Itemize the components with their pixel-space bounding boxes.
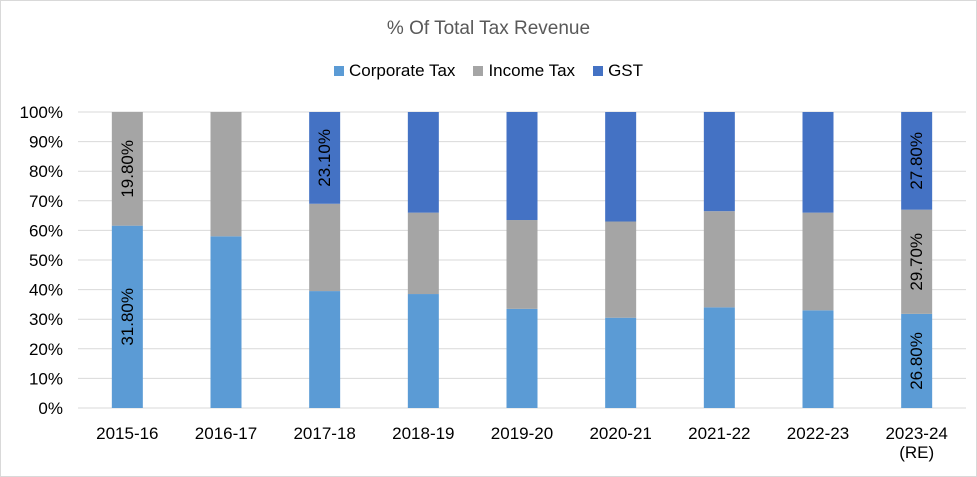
bar-segment-income-tax <box>901 209 933 314</box>
bar-segment-corporate-tax <box>210 236 242 408</box>
bar-segment-gst <box>703 112 735 212</box>
x-tick-label: 2018-19 <box>392 424 454 443</box>
bar-segment-corporate-tax <box>111 225 143 408</box>
y-tick-label: 50% <box>29 251 63 270</box>
data-label: 29.70% <box>907 233 926 291</box>
bar-segment-corporate-tax <box>605 317 637 408</box>
legend-label: Corporate Tax <box>348 61 456 80</box>
legend-item-gst: GST <box>593 61 643 81</box>
y-tick-label: 70% <box>29 192 63 211</box>
bar-segment-gst <box>605 112 637 222</box>
x-tick-label: 2020-21 <box>589 424 651 443</box>
data-label: 27.80% <box>907 132 926 190</box>
bar-segment-corporate-tax <box>802 310 834 408</box>
data-label: 19.80% <box>118 140 137 198</box>
bar-segment-corporate-tax <box>901 313 933 408</box>
y-tick-label: 10% <box>29 369 63 388</box>
x-tick-label: 2015-16 <box>96 424 158 443</box>
legend-item-corporate-tax: Corporate Tax <box>333 61 456 81</box>
bar-segment-corporate-tax <box>407 294 439 408</box>
legend-swatch-corporate-tax <box>333 66 344 76</box>
x-tick-label: 2017-18 <box>293 424 355 443</box>
y-tick-label: 0% <box>38 399 63 418</box>
legend-label: Income Tax <box>488 61 576 80</box>
legend-swatch-gst <box>593 66 604 76</box>
x-tick-label: 2019-20 <box>491 424 553 443</box>
data-label: 23.10% <box>315 129 334 187</box>
bar-segment-corporate-tax <box>703 307 735 408</box>
x-tick-label: 2022-23 <box>787 424 849 443</box>
data-label: 26.80% <box>907 332 926 390</box>
bar-segment-gst <box>309 112 341 204</box>
y-tick-label: 40% <box>29 281 63 300</box>
y-tick-label: 100% <box>20 103 63 122</box>
legend-label: GST <box>608 61 644 80</box>
bar-segment-gst <box>901 112 933 210</box>
y-tick-label: 30% <box>29 310 63 329</box>
x-tick-label: 2021-22 <box>688 424 750 443</box>
data-label: 31.80% <box>118 288 137 346</box>
bar-segment-income-tax <box>210 112 242 237</box>
x-tick-label: 2016-17 <box>195 424 257 443</box>
bar-segment-income-tax <box>309 203 341 292</box>
bar-segment-income-tax <box>703 211 735 308</box>
bar-segment-income-tax <box>802 212 834 311</box>
bar-segment-gst <box>506 112 538 221</box>
y-tick-label: 90% <box>29 133 63 152</box>
bar-segment-corporate-tax <box>309 291 341 408</box>
bar-segment-income-tax <box>407 212 439 295</box>
chart-title: % Of Total Tax Revenue <box>386 18 591 39</box>
y-tick-label: 80% <box>29 162 63 181</box>
legend: Corporate Tax Income Tax GST <box>0 61 977 81</box>
x-tick-label: 2023-24 <box>885 424 947 443</box>
bar-segment-income-tax <box>506 220 538 309</box>
legend-swatch-income-tax <box>473 66 484 76</box>
legend-item-income-tax: Income Tax <box>473 61 575 81</box>
bar-segment-income-tax <box>605 221 637 318</box>
bar-segment-gst <box>802 112 834 213</box>
x-tick-label: (RE) <box>899 443 934 462</box>
y-tick-label: 20% <box>29 340 63 359</box>
y-tick-label: 60% <box>29 221 63 240</box>
bar-segment-corporate-tax <box>506 308 538 408</box>
bar-segment-gst <box>407 112 439 213</box>
bar-segment-income-tax <box>111 112 143 226</box>
